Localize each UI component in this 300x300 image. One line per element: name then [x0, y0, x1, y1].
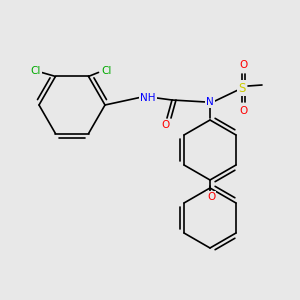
Text: O: O — [239, 106, 247, 116]
Text: Cl: Cl — [101, 66, 112, 76]
Text: O: O — [207, 192, 215, 202]
Text: O: O — [239, 60, 247, 70]
Text: Cl: Cl — [30, 66, 41, 76]
Text: NH: NH — [140, 93, 156, 103]
Text: O: O — [161, 120, 169, 130]
Text: S: S — [238, 82, 246, 94]
Text: N: N — [206, 97, 214, 107]
